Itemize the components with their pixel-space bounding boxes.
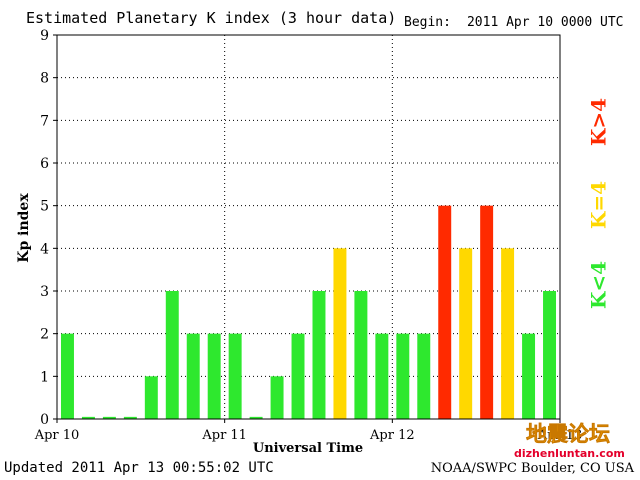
begin-value: 2011 Apr 10 0000 UTC — [466, 15, 624, 30]
kp-bar — [123, 416, 137, 419]
kp-bar — [81, 416, 95, 419]
x-tick-label: Apr 10 — [34, 428, 80, 443]
kp-bar — [501, 248, 515, 419]
kp-bar — [249, 416, 263, 419]
x-tick-label: Apr 12 — [369, 428, 415, 443]
x-tick-label: Apr 11 — [201, 428, 247, 443]
legend-entry: K<4 — [587, 261, 611, 309]
y-tick-labels: 0 1 2 3 4 5 6 7 8 9 — [40, 28, 57, 428]
watermark-logo: 地震论坛 dizhenluntan.com — [514, 422, 625, 460]
plot-frame — [56, 34, 561, 420]
kp-bar — [543, 291, 556, 419]
watermark-chinese: 地震论坛 — [526, 422, 610, 446]
updated-timestamp: Updated 2011 Apr 13 00:55:02 UTC — [4, 460, 274, 476]
kp-bar — [312, 291, 326, 419]
kp-bar — [459, 248, 473, 419]
kp-bar — [270, 376, 284, 419]
kp-bar — [291, 333, 305, 419]
kp-bar — [186, 333, 200, 419]
bar-group — [61, 205, 556, 419]
kp-bar — [438, 205, 452, 419]
y-tick-label: 6 — [40, 156, 49, 172]
watermark-url: dizhenluntan.com — [514, 447, 625, 460]
y-tick-label: 4 — [40, 241, 49, 257]
y-tick-label: 7 — [40, 113, 49, 129]
legend-entry: K>4 — [587, 98, 611, 146]
kp-bar — [333, 248, 347, 419]
y-tick-label: 3 — [40, 284, 49, 300]
y-axis-label: Kp index — [16, 193, 32, 263]
kp-bar — [522, 333, 536, 419]
kp-bar — [102, 416, 116, 419]
kp-bar — [165, 291, 179, 419]
kp-bar — [61, 333, 74, 419]
legend-entry: K=4 — [587, 181, 611, 229]
kp-bar — [144, 376, 158, 419]
y-tick-label: 1 — [40, 369, 49, 385]
chart-title: Estimated Planetary K index (3 hour data… — [26, 9, 397, 27]
begin-row: Begin: 2011 Apr 10 0000 UTC — [404, 15, 624, 30]
kp-bar — [480, 205, 494, 419]
y-tick-label: 5 — [40, 199, 49, 215]
kp-bar — [375, 333, 389, 419]
kp-bar — [228, 333, 242, 419]
kp-bar — [396, 333, 410, 419]
y-tick-label: 8 — [40, 71, 49, 87]
grid-lines — [57, 35, 560, 419]
color-legend: K>4 K=4 K<4 — [587, 98, 611, 309]
y-tick-label: 0 — [40, 412, 49, 428]
x-tick-label: Apr 13 — [537, 428, 583, 443]
credit-text: NOAA/SWPC Boulder, CO USA — [430, 461, 634, 476]
begin-label: Begin: — [404, 15, 451, 30]
y-tick-label: 2 — [40, 327, 49, 343]
x-tick-labels: Apr 10 Apr 11 Apr 12 Apr 13 — [34, 419, 583, 443]
y-tick-label: 9 — [40, 28, 49, 44]
kp-bar — [417, 333, 431, 419]
kp-bar — [354, 291, 368, 419]
x-axis-label: Universal Time — [253, 441, 363, 456]
kp-bar — [207, 333, 221, 419]
